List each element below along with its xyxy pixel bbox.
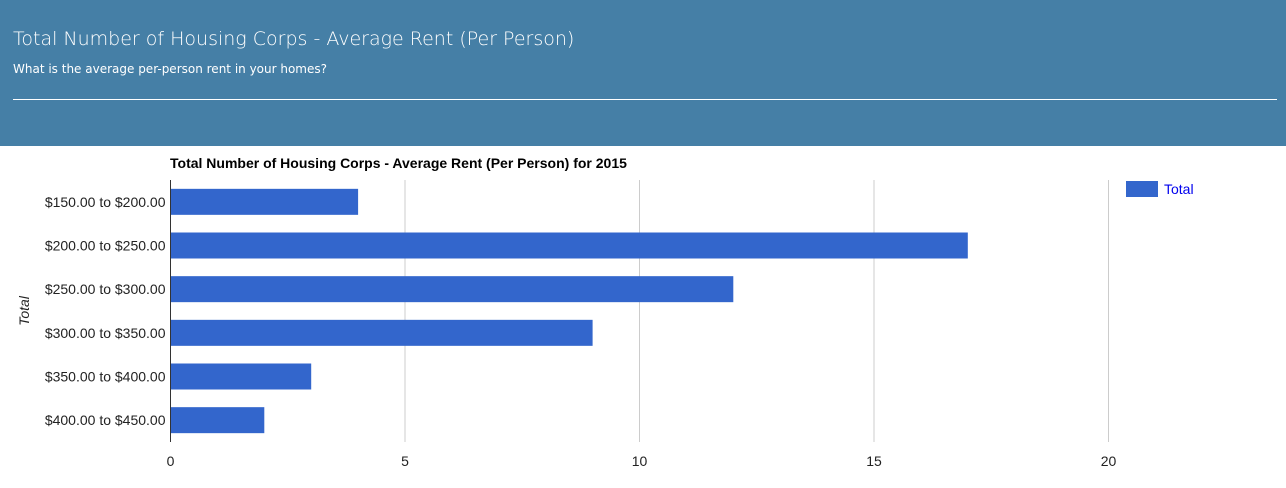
bar[interactable]	[170, 363, 312, 390]
legend-swatch	[1126, 181, 1158, 197]
category-labels: $150.00 to $200.00 $200.00 to $250.00 $250…	[45, 194, 166, 428]
legend-label: Total	[1164, 181, 1194, 197]
x-tick-label: 20	[1101, 453, 1117, 469]
page-subtitle: What is the average per-person rent in y…	[13, 62, 328, 76]
bar[interactable]	[170, 232, 968, 259]
category-label: $250.00 to $300.00	[45, 281, 166, 297]
bar[interactable]	[170, 276, 734, 303]
legend[interactable]: Total	[1126, 181, 1194, 197]
page-title: Total Number of Housing Corps - Average …	[13, 28, 575, 50]
x-tick-label: 0	[167, 453, 175, 469]
category-label: $300.00 to $350.00	[45, 325, 166, 341]
x-tick-labels: 0 5 10 15 20	[167, 453, 1117, 469]
category-label: $200.00 to $250.00	[45, 238, 166, 254]
category-label: $150.00 to $200.00	[45, 194, 166, 210]
header: Total Number of Housing Corps - Average …	[0, 0, 1286, 146]
gridlines	[404, 180, 1109, 442]
chart-title: Total Number of Housing Corps - Average …	[170, 155, 627, 171]
y-axis-title: Total	[16, 295, 32, 326]
header-divider	[13, 99, 1277, 100]
bar[interactable]	[170, 407, 265, 434]
category-label: $400.00 to $450.00	[45, 412, 166, 428]
category-label: $350.00 to $400.00	[45, 369, 166, 385]
bar-chart: Total Number of Housing Corps - Average …	[16, 155, 1194, 469]
bar[interactable]	[170, 188, 359, 215]
x-tick-label: 5	[401, 453, 409, 469]
bars	[170, 188, 968, 434]
x-tick-label: 10	[632, 453, 648, 469]
bar[interactable]	[170, 319, 593, 346]
x-tick-label: 15	[866, 453, 882, 469]
